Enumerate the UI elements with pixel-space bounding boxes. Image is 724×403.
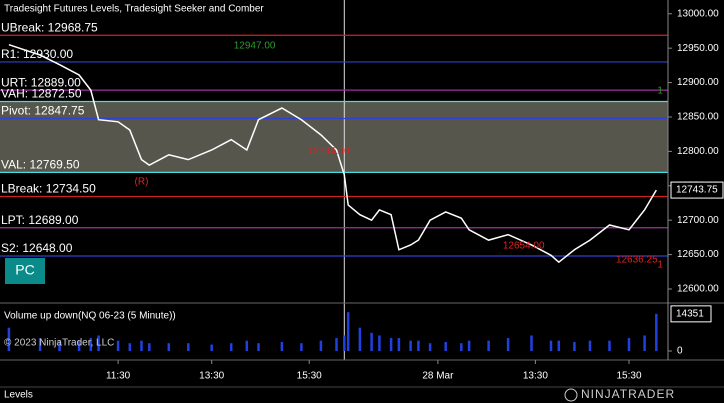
pc-button-label[interactable]: PC <box>15 262 34 278</box>
volume-bar <box>643 335 646 351</box>
y-tick-label: 12700.00 <box>677 215 719 226</box>
level-label: Pivot: 12847.75 <box>1 104 85 118</box>
volume-bar <box>140 340 143 351</box>
annotation: 1 <box>657 260 663 271</box>
volume-bar <box>210 344 213 351</box>
volume-bar <box>245 340 249 351</box>
logo: NINJATRADER <box>581 387 675 401</box>
volume-bar <box>7 327 11 351</box>
volume-bar <box>148 343 151 351</box>
pc-button[interactable] <box>5 258 45 284</box>
x-tick-label: 15:30 <box>297 371 322 382</box>
volume-bar <box>38 338 42 351</box>
logo-icon <box>564 388 578 402</box>
volume-bar <box>128 343 132 351</box>
x-tick-label: 11:30 <box>106 371 131 382</box>
y-tick-label: 12650.00 <box>677 249 719 260</box>
volume-bar <box>58 340 61 351</box>
volume-bar <box>319 340 323 351</box>
volume-bar <box>588 340 592 351</box>
annotation: 12654.00 <box>503 240 545 251</box>
volume-title: Volume up down(NQ 06-23 (5 Minute)) <box>4 311 176 322</box>
y-tick-label: 0 <box>677 346 683 357</box>
volume-bar <box>116 340 120 351</box>
volume-bar <box>397 338 401 351</box>
volume-bar <box>378 335 381 351</box>
level-label: UBreak: 12968.75 <box>1 20 98 34</box>
level-label: S2: 12648.00 <box>1 241 73 255</box>
volume-panel: 0 14351 <box>7 305 712 357</box>
volume-bar <box>389 338 393 351</box>
x-tick-label: 15:30 <box>616 371 641 382</box>
last-volume-box <box>670 305 712 323</box>
copyright: © 2023 NinjaTrader, LLC <box>4 338 114 349</box>
volume-bar <box>358 327 362 351</box>
volume-bar <box>557 340 561 351</box>
volume-bar <box>229 343 233 351</box>
annotation: 1 <box>657 85 663 96</box>
y-tick-label: 12850.00 <box>677 112 719 123</box>
value-area <box>0 101 668 173</box>
last-volume-label: 14351 <box>676 308 704 319</box>
annotation: 12947.00 <box>234 41 276 52</box>
tab-label[interactable]: Levels <box>4 390 33 401</box>
level-label: VAL: 12769.50 <box>1 158 80 172</box>
annotation: (R) <box>135 176 149 187</box>
y-tick-label: 12950.00 <box>677 43 719 54</box>
level-label: URT: 12889.00 <box>1 75 81 89</box>
volume-bar <box>460 343 463 351</box>
volume-bar <box>77 340 81 351</box>
x-tick-label: 13:30 <box>199 371 224 382</box>
x-tick-label: 13:30 <box>523 371 548 382</box>
level-label: LBreak: 12734.50 <box>1 182 96 196</box>
price-line <box>8 44 657 264</box>
volume-bar <box>467 340 471 351</box>
last-price-label: 12743.75 <box>676 185 718 196</box>
volume-bar <box>417 340 420 351</box>
y-tick-label: 12900.00 <box>677 77 719 88</box>
level-label: LPT: 12689.00 <box>1 213 79 227</box>
volume-bar <box>257 343 260 351</box>
volume-bar <box>370 332 373 351</box>
volume-bar <box>89 338 93 351</box>
last-price-box <box>670 181 724 199</box>
volume-bar <box>487 340 490 351</box>
volume-bar <box>187 343 190 351</box>
x-tick-label: 28 Mar <box>422 371 454 382</box>
volume-bar <box>655 313 658 351</box>
volume-bar <box>343 335 346 351</box>
volume-bar <box>573 341 576 351</box>
y-tick-label: 12800.00 <box>677 146 719 157</box>
volume-bar <box>608 340 611 351</box>
y-tick-label: 12600.00 <box>677 284 719 295</box>
volume-bar <box>300 343 303 351</box>
level-label: VAH: 12872.50 <box>1 87 82 101</box>
volume-bar <box>409 340 412 351</box>
volume-bar <box>428 343 432 351</box>
volume-bar <box>506 338 510 351</box>
volume-bar <box>530 335 533 351</box>
volume-bar <box>167 343 171 351</box>
volume-bar <box>97 335 100 351</box>
volume-bar <box>444 341 447 351</box>
annotation: 12794.00 <box>308 146 350 157</box>
volume-bar <box>549 340 553 351</box>
annotation: 12636.25 <box>616 255 658 266</box>
volume-bar <box>335 338 338 351</box>
volume-bar <box>346 312 350 351</box>
y-tick-label: 13000.00 <box>677 8 719 19</box>
chart-title: Tradesight Futures Levels, Tradesight Se… <box>4 4 264 15</box>
volume-bar <box>627 338 631 351</box>
volume-bar <box>280 341 284 351</box>
